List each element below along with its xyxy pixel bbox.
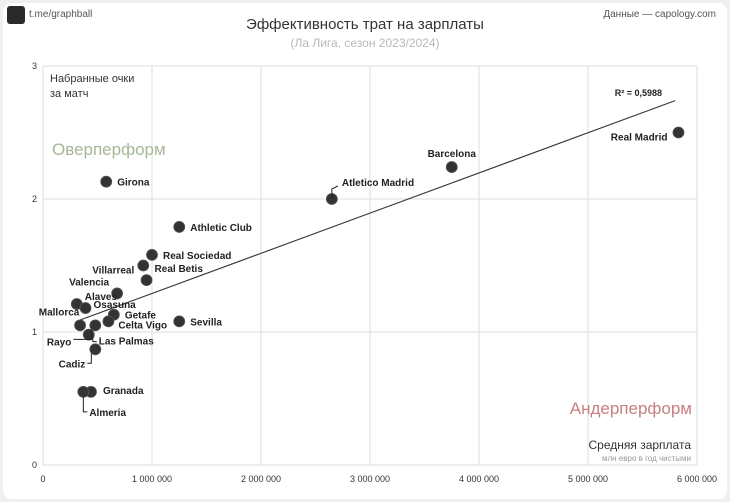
data-point bbox=[672, 126, 685, 139]
data-point bbox=[146, 248, 158, 261]
logo-icon bbox=[7, 6, 25, 24]
x-tick-label: 6 000 000 bbox=[677, 474, 717, 484]
x-tick-label: 0 bbox=[40, 474, 45, 484]
y-axis-label: за матч bbox=[50, 88, 88, 100]
x-axis-label: Средняя зарплата bbox=[588, 438, 691, 452]
point-label: Las Palmas bbox=[99, 337, 154, 348]
point-label: Granada bbox=[103, 386, 144, 397]
point-label: Athletic Club bbox=[190, 223, 252, 234]
point-label: Real Madrid bbox=[611, 133, 668, 144]
point-label: Rayo bbox=[47, 337, 71, 348]
data-point bbox=[89, 343, 102, 356]
point-label: Barcelona bbox=[428, 149, 477, 160]
x-axis-sublabel: млн евро в год чистыми bbox=[602, 454, 691, 463]
data-point bbox=[140, 274, 153, 287]
data-point bbox=[173, 221, 186, 233]
y-tick-label: 2 bbox=[32, 194, 37, 204]
y-axis-label: Набранные очки bbox=[50, 73, 134, 85]
data-point bbox=[77, 385, 90, 398]
point-label: Almeria bbox=[89, 408, 126, 419]
point-label: Villarreal bbox=[92, 266, 134, 277]
trendline bbox=[79, 100, 676, 321]
x-tick-label: 1 000 000 bbox=[132, 474, 172, 484]
label-leader bbox=[73, 329, 92, 340]
y-tick-label: 3 bbox=[32, 61, 37, 71]
chart-title: Эффективность трат на зарплаты bbox=[246, 16, 484, 33]
point-label: Real Betis bbox=[155, 264, 204, 275]
point-label: Valencia bbox=[69, 277, 109, 288]
point-label: Getafe bbox=[125, 311, 157, 322]
data-point bbox=[445, 161, 458, 173]
label-leader bbox=[82, 395, 88, 413]
point-label: Sevilla bbox=[190, 317, 222, 328]
chart-subtitle: (Ла Лига, сезон 2023/2024) bbox=[290, 36, 440, 50]
overperform-label: Оверперформ bbox=[52, 140, 166, 159]
chart-card bbox=[3, 3, 727, 499]
point-label: Girona bbox=[117, 178, 150, 189]
point-label: Osasuna bbox=[94, 300, 137, 311]
point-label: Atletico Madrid bbox=[342, 178, 414, 189]
data-point bbox=[100, 175, 113, 188]
data-point bbox=[74, 319, 86, 332]
data-point bbox=[173, 315, 186, 328]
x-tick-label: 4 000 000 bbox=[459, 474, 499, 484]
label-leader bbox=[92, 336, 97, 343]
y-tick-label: 1 bbox=[32, 327, 37, 337]
channel-handle[interactable]: t.me/graphball bbox=[29, 9, 93, 20]
point-label: Alaves bbox=[85, 292, 118, 303]
x-tick-label: 5 000 000 bbox=[568, 474, 608, 484]
data-source: Данные — capology.com bbox=[603, 9, 716, 20]
point-label: Real Sociedad bbox=[163, 251, 231, 262]
data-point bbox=[111, 287, 124, 300]
point-label: Mallorca bbox=[39, 307, 80, 318]
label-leader bbox=[331, 185, 339, 199]
point-label: Cadiz bbox=[59, 359, 86, 370]
label-leader bbox=[87, 353, 92, 364]
point-label: Celta Vigo bbox=[118, 320, 167, 331]
data-point bbox=[79, 302, 92, 314]
r-squared-label: R² = 0,5988 bbox=[615, 88, 662, 98]
y-tick-label: 0 bbox=[32, 460, 37, 470]
data-point bbox=[102, 315, 115, 328]
underperform-label: Андерперформ bbox=[570, 399, 692, 418]
data-point bbox=[137, 259, 150, 272]
data-point bbox=[89, 319, 102, 332]
x-tick-label: 3 000 000 bbox=[350, 474, 390, 484]
x-tick-label: 2 000 000 bbox=[241, 474, 281, 484]
